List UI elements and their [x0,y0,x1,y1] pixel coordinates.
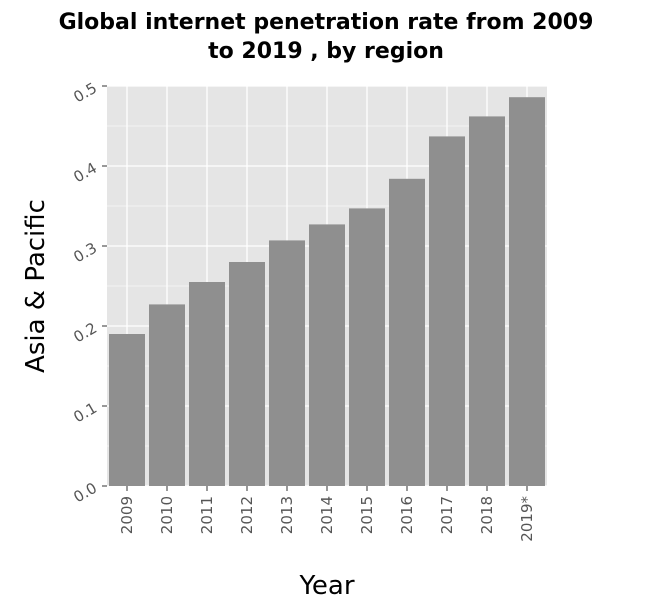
x-tick-label: 2017 [438,496,456,534]
x-tick-label: 2014 [318,496,336,534]
x-tick-label: 2009 [118,496,136,534]
x-tick-label: 2015 [358,496,376,534]
chart-title: Global internet penetration rate from 20… [0,8,652,66]
bar-2013 [269,240,305,486]
y-tick-label: 0.4 [70,159,100,187]
x-tick-label: 2010 [158,496,176,534]
bar-2012 [229,262,265,486]
x-axis-label: Year [298,571,354,601]
bar-2019 [509,97,545,486]
bar-2011 [189,282,225,486]
y-axis-label: Asia & Pacific [21,199,51,373]
bar-2014 [309,224,345,486]
y-tick-label: 0.2 [70,319,100,347]
chart-title-line-2: to 2019 , by region [208,39,444,64]
x-tick-label: 2018 [478,496,496,534]
bar-2010 [149,304,185,486]
x-tick-label: 2019* [518,496,536,542]
x-tick-label: 2013 [278,496,296,534]
bars-layer [109,97,545,487]
y-tick-label: 0.3 [70,239,100,267]
y-tick-label: 0.5 [70,79,100,107]
ticks-layer: 0.0 0.1 0.2 0.3 0.4 0.5 2009 2010 2011 2012 2013 20… [70,79,536,542]
y-tick-label: 0.1 [70,399,100,427]
chart-title-line-1: Global internet penetration rate from 20… [58,10,594,35]
y-tick-label: 0.0 [70,479,100,507]
x-tick-label: 2011 [198,496,216,534]
bar-2016 [389,178,425,487]
x-tick-label: 2012 [238,496,256,534]
bar-2017 [429,136,465,486]
bar-2009 [109,334,145,486]
bar-2015 [349,208,385,486]
x-tick-label: 2016 [398,496,416,534]
bar-2018 [469,116,505,487]
